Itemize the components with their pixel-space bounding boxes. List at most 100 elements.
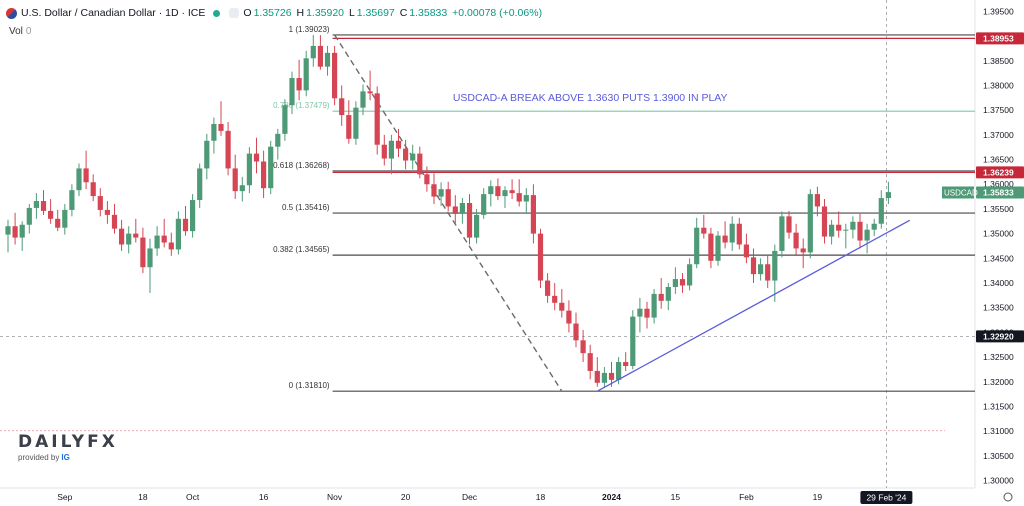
symbol-title[interactable]: U.S. Dollar / Canadian Dollar · 1D · ICE (21, 7, 206, 19)
candle (743, 233, 749, 264)
candle (644, 301, 650, 329)
candle-body (545, 280, 551, 296)
last-price-tag (976, 186, 1024, 199)
candle-body (708, 233, 714, 261)
candle (332, 45, 338, 106)
symbol-header: U.S. Dollar / Canadian Dollar · 1D · ICE… (6, 7, 544, 19)
candle (488, 180, 494, 207)
candle-body (154, 235, 160, 249)
candle-body (40, 201, 47, 211)
resistance-price-tag-label: 1.38953 (983, 33, 1014, 43)
candle-body (175, 218, 181, 250)
candle-body (296, 78, 302, 91)
candle (5, 219, 11, 253)
candle-body (211, 123, 217, 141)
candle-body (679, 279, 686, 286)
candle-body (850, 221, 856, 230)
candle (417, 146, 423, 179)
volume-indicator[interactable]: Vol 0 (9, 26, 32, 37)
candle-body (282, 105, 288, 134)
candle (481, 188, 487, 219)
candle (452, 195, 458, 224)
candle-body (90, 182, 96, 197)
chart-annotation: USDCAD-A BREAK ABOVE 1.3630 PUTS 1.3900 … (453, 92, 728, 104)
candle (545, 273, 551, 303)
candle-body (232, 168, 238, 192)
candle-body (76, 168, 82, 191)
candle-body (651, 293, 657, 318)
candle (374, 86, 380, 155)
candle (161, 218, 167, 248)
candle (424, 166, 430, 192)
date-tag (860, 491, 913, 504)
candle (182, 205, 189, 236)
candle (821, 199, 828, 244)
y-tick-label: 1.31000 (983, 426, 1014, 436)
candle (388, 134, 394, 175)
candle-body (289, 78, 295, 106)
candle (537, 228, 544, 288)
candle-body (197, 168, 203, 201)
candle-body (857, 221, 863, 241)
candle (587, 344, 593, 380)
candle-body (360, 91, 366, 108)
candle-body (779, 216, 785, 251)
candle (33, 193, 39, 219)
candle-body (644, 308, 650, 318)
candle (232, 154, 238, 200)
resistance-price-tag-label: 1.36239 (983, 167, 1014, 177)
candle-body (268, 146, 274, 189)
candle-body (530, 195, 536, 234)
candle (772, 244, 778, 302)
x-tick-label: 19 (813, 492, 823, 502)
candle (608, 362, 615, 387)
candle (715, 231, 721, 266)
candle (197, 163, 203, 208)
candle-body (672, 279, 678, 287)
candle (48, 199, 54, 224)
candle-body (750, 257, 757, 275)
candle (566, 300, 572, 333)
candle-body (523, 195, 529, 202)
candle (104, 201, 110, 224)
candle-body (701, 227, 707, 234)
candle (502, 186, 508, 208)
support-trendline (596, 219, 911, 392)
candle-body (353, 107, 359, 139)
candle-body (126, 233, 132, 245)
eye-icon[interactable] (229, 8, 240, 18)
y-tick-label: 1.34500 (983, 253, 1014, 263)
candle (623, 352, 629, 371)
candle (552, 283, 558, 311)
candle-body (55, 218, 61, 228)
candle-body (69, 190, 75, 210)
ohlc-values: O 1.35726 H 1.35920 L 1.35697 C 1.35833 +0.0… (243, 7, 543, 19)
candle-body (722, 235, 728, 243)
candle (62, 203, 68, 235)
fib-level-label: 0.382 (1.34565) (273, 245, 330, 254)
candle-body (417, 153, 423, 175)
candle-body (687, 264, 693, 286)
candle-body (62, 209, 68, 228)
x-tick-label: Dec (462, 492, 478, 502)
candle (218, 101, 224, 136)
candle (55, 209, 61, 232)
candle-body (225, 130, 231, 169)
fib-swing-line (334, 34, 563, 392)
candle-body (168, 242, 174, 250)
candle (289, 71, 295, 115)
candle-body (303, 58, 309, 91)
candle (687, 258, 693, 291)
candle (410, 144, 416, 170)
candle-body (438, 189, 444, 197)
y-tick-label: 1.33500 (983, 303, 1014, 313)
candle-body (346, 115, 352, 139)
x-tick-label: 15 (671, 492, 681, 502)
candle (786, 210, 792, 239)
resistance-price-tag (976, 32, 1024, 45)
candle (857, 213, 863, 249)
y-tick-label: 1.36500 (983, 155, 1014, 165)
candle-body (864, 229, 870, 241)
candle (807, 189, 813, 259)
